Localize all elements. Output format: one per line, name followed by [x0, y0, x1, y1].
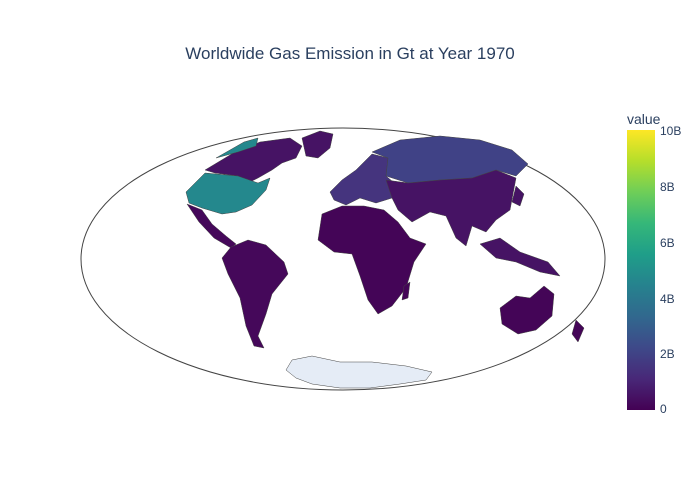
colorbar-scale: [627, 130, 655, 410]
colorbar-tick-2b: 2B: [660, 347, 675, 361]
region-asia[interactable]: [385, 169, 517, 247]
region-madagascar[interactable]: [401, 281, 411, 301]
region-mexico-central-america[interactable]: [186, 203, 237, 249]
colorbar-tick-8b: 8B: [660, 180, 675, 194]
chart-title: Worldwide Gas Emission in Gt at Year 197…: [185, 44, 515, 63]
region-japan[interactable]: [511, 185, 525, 207]
region-south-america[interactable]: [221, 239, 289, 349]
region-antarctica: [285, 355, 433, 389]
region-australia[interactable]: [499, 285, 555, 335]
colorbar-tick-10b: 10B: [660, 124, 682, 138]
region-greenland[interactable]: [301, 130, 334, 159]
colorbar-tick-4b: 4B: [660, 292, 675, 306]
region-southeast-asia[interactable]: [479, 237, 561, 277]
colorbar: [627, 130, 655, 410]
region-russia[interactable]: [371, 135, 529, 184]
colorbar-tick-0: 0: [660, 402, 667, 416]
region-united-states[interactable]: [185, 172, 271, 215]
region-alaska[interactable]: [215, 137, 259, 159]
region-new-zealand[interactable]: [571, 319, 585, 343]
colorbar-title: value: [627, 111, 661, 127]
colorbar-tick-6b: 6B: [660, 236, 675, 250]
